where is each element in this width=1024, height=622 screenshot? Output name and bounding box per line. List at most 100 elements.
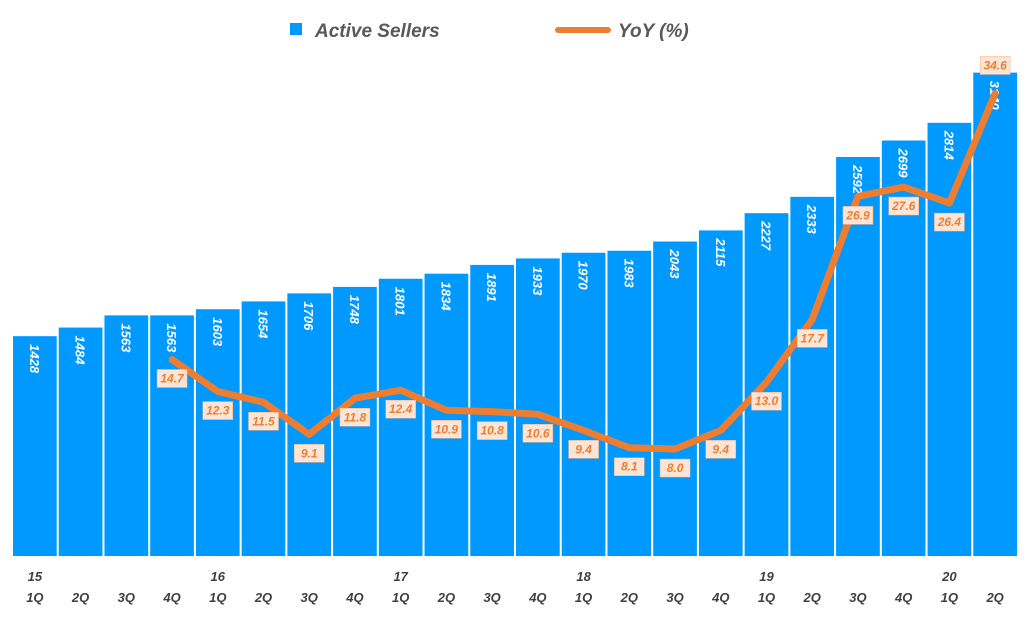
x-tick-label: 3Q <box>301 590 318 605</box>
yoy-data-label: 34.6 <box>979 56 1011 75</box>
bar-value-label: 1706 <box>301 301 316 331</box>
yoy-label-box <box>659 458 691 478</box>
yoy-value-label: 11.8 <box>344 410 367 424</box>
yoy-value-label: 13.0 <box>755 394 779 408</box>
x-tick-label: 2Q <box>254 590 272 605</box>
x-tick-label: 2Q <box>71 590 89 605</box>
x-tick-label: 3Q <box>849 590 866 605</box>
x-tick-label: 2Q <box>985 590 1003 605</box>
yoy-value-label: 8.1 <box>621 460 638 474</box>
x-tick-label: 1Q <box>392 590 409 605</box>
bar <box>653 241 697 556</box>
bar-value-label: 1834 <box>438 282 453 312</box>
x-tick-label: 2Q <box>437 590 455 605</box>
yoy-label-box <box>339 408 371 427</box>
bar-value-label: 1801 <box>393 287 408 316</box>
bar-value-label: 1563 <box>164 323 179 353</box>
yoy-label-box <box>979 56 1011 75</box>
legend-label-active-sellers: Active Sellers <box>314 21 440 42</box>
bar-value-label: 1983 <box>621 259 636 289</box>
x-tick-label: 1Q <box>758 590 775 605</box>
bar-value-label: 1933 <box>530 266 545 296</box>
yoy-data-label: 27.6 <box>888 196 919 216</box>
yoy-label-box <box>751 391 782 411</box>
x-tick-label: 2Q <box>803 590 821 605</box>
yoy-data-label: 8.1 <box>614 457 645 476</box>
yoy-label-box <box>522 424 554 443</box>
yoy-value-label: 11.5 <box>252 414 275 428</box>
bar-value-label: 1748 <box>347 295 362 325</box>
x-tick-label: 1Q <box>575 590 592 605</box>
yoy-label-box <box>934 212 965 232</box>
yoy-label-box <box>476 421 508 440</box>
bar-value-label: 2115 <box>713 237 728 267</box>
yoy-value-label: 34.6 <box>983 58 1007 72</box>
yoy-value-label: 26.9 <box>845 208 870 222</box>
yoy-value-label: 27.6 <box>891 199 916 213</box>
yoy-label-box <box>293 444 325 463</box>
x-year-label: 18 <box>576 569 591 584</box>
bar <box>13 336 57 556</box>
bar-value-label: 2227 <box>759 220 774 251</box>
yoy-data-label: 14.7 <box>156 369 188 388</box>
x-year-label: 20 <box>941 569 957 584</box>
yoy-value-label: 8.0 <box>667 461 684 475</box>
yoy-data-label: 11.8 <box>339 408 371 427</box>
bar <box>790 196 835 557</box>
x-tick-label: 4Q <box>162 590 180 605</box>
yoy-data-label: 26.9 <box>842 206 874 225</box>
yoy-value-label: 10.8 <box>480 424 504 438</box>
bar-value-label: 2699 <box>896 148 911 179</box>
x-tick-label: 4Q <box>711 590 729 605</box>
x-year-label: 15 <box>28 569 43 584</box>
yoy-data-label: 9.4 <box>568 440 599 459</box>
yoy-value-label: 10.6 <box>526 426 550 440</box>
yoy-label-box <box>796 329 828 348</box>
yoy-data-label: 8.0 <box>659 458 691 478</box>
bar-value-label: 2043 <box>667 249 682 280</box>
yoy-data-label: 11.5 <box>248 412 279 431</box>
bar <box>150 315 194 556</box>
bar-value-label: 1563 <box>118 323 133 353</box>
yoy-line <box>168 89 999 453</box>
yoy-value-label: 26.4 <box>937 215 962 229</box>
bar <box>424 273 469 556</box>
x-year-label: 17 <box>393 569 408 584</box>
yoy-data-label: 13.0 <box>751 391 782 411</box>
bar <box>698 230 743 556</box>
yoy-label-box <box>202 401 234 420</box>
x-tick-label: 2Q <box>620 590 638 605</box>
yoy-label-box <box>385 399 416 419</box>
yoy-data-label: 10.6 <box>522 424 554 443</box>
yoy-label-box <box>705 440 737 459</box>
yoy-value-label: 9.1 <box>301 446 318 460</box>
x-tick-label: 1Q <box>26 590 43 605</box>
yoy-label-box <box>156 369 188 388</box>
bar-value-label: 2814 <box>941 130 956 161</box>
x-tick-label: 4Q <box>894 590 912 605</box>
bar <box>607 250 652 557</box>
yoy-value-label: 9.4 <box>575 442 592 456</box>
yoy-data-label: 9.4 <box>705 440 737 459</box>
yoy-value-label: 10.9 <box>435 422 459 436</box>
x-tick-label: 4Q <box>345 590 363 605</box>
legend-label-yoy: YoY (%) <box>618 21 689 42</box>
yoy-data-label: 17.7 <box>796 329 828 348</box>
yoy-label-box <box>431 420 462 439</box>
x-tick-label: 3Q <box>118 590 135 605</box>
bar <box>561 252 606 557</box>
yoy-label-box <box>842 206 874 225</box>
bar <box>58 327 103 556</box>
yoy-value-label: 12.3 <box>206 404 230 418</box>
yoy-data-label: 12.3 <box>202 401 234 420</box>
bar-value-label: 1654 <box>256 309 271 339</box>
bar <box>104 315 149 556</box>
x-year-label: 16 <box>211 569 226 584</box>
yoy-data-label: 12.4 <box>385 399 416 419</box>
yoy-value-label: 14.7 <box>160 371 185 385</box>
yoy-value-label: 9.4 <box>712 442 729 456</box>
yoy-data-label: 10.9 <box>431 420 462 439</box>
yoy-value-label: 17.7 <box>801 331 826 345</box>
yoy-label-box <box>614 457 645 476</box>
